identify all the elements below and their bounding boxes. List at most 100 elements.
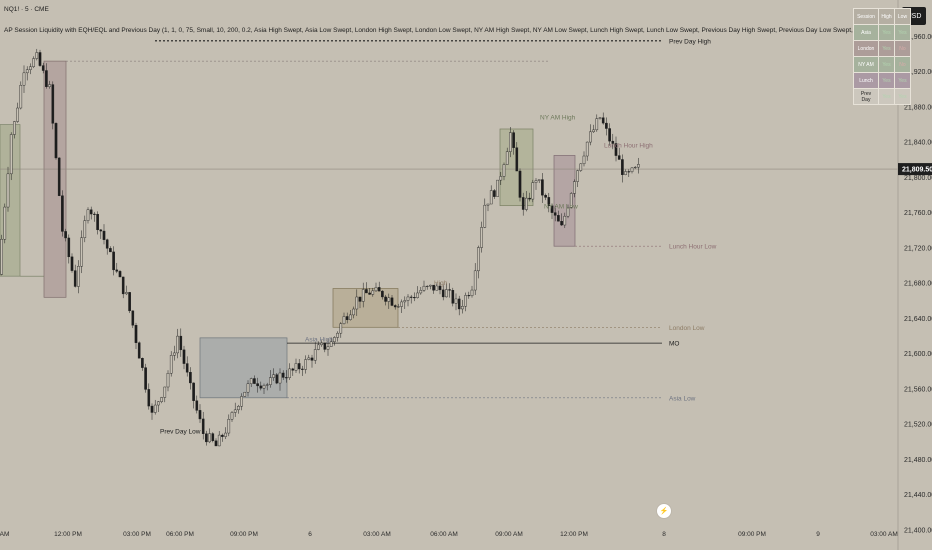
candle <box>263 385 265 388</box>
candle <box>375 287 377 290</box>
candle <box>637 164 639 167</box>
candle <box>599 118 601 119</box>
candle <box>138 343 140 358</box>
candle <box>29 67 31 70</box>
level-lines: Prev Day HighLunch Hour LowLondon LowMOA… <box>0 38 898 402</box>
session-high-status: Yes <box>879 57 895 73</box>
candle <box>282 373 284 377</box>
candle <box>455 299 457 303</box>
candle <box>484 205 486 227</box>
candle <box>301 369 303 370</box>
candle <box>314 349 316 360</box>
candle <box>420 290 422 293</box>
symbol-title[interactable]: NQ1! · 5 · CME <box>4 6 49 13</box>
candle <box>413 297 415 298</box>
session-low-status: Yes <box>895 73 911 89</box>
candle <box>237 406 239 410</box>
session-high-status: Yes <box>879 73 895 89</box>
x-tick-label: 6 <box>308 531 312 538</box>
y-tick-label: 21,640.00 <box>904 316 932 323</box>
candle <box>340 324 342 333</box>
x-tick-label: 0 AM <box>0 531 9 538</box>
candle <box>317 345 319 350</box>
candle <box>71 257 73 271</box>
candle <box>529 198 531 199</box>
candle <box>541 180 543 196</box>
candle <box>113 252 115 270</box>
indicator-title[interactable]: AP Session Liquidity with EQH/EQL and Pr… <box>4 27 895 34</box>
candle <box>215 441 217 446</box>
candle <box>401 302 403 307</box>
candle <box>119 271 121 277</box>
candle <box>250 379 252 384</box>
candle <box>362 289 364 301</box>
candle <box>593 130 595 132</box>
candle <box>609 129 611 142</box>
candles <box>1 49 640 446</box>
session-row: Asia Yes Yes <box>854 25 911 41</box>
candle <box>199 410 201 419</box>
chart-label: High <box>434 280 448 287</box>
x-tick-label: 09:00 PM <box>230 531 258 538</box>
candle <box>90 210 92 214</box>
y-tick-label: 21,720.00 <box>904 245 932 252</box>
candle <box>269 378 271 385</box>
candle <box>493 191 495 197</box>
candle <box>33 59 35 67</box>
candle <box>346 316 348 319</box>
current-price-label: 21,809.50 <box>902 167 932 174</box>
candle <box>417 293 419 298</box>
candle <box>221 435 223 437</box>
session-name: Prev Day <box>854 89 879 105</box>
candle <box>109 248 111 252</box>
candle <box>333 337 335 341</box>
candle <box>81 238 83 266</box>
candle <box>538 180 540 181</box>
candle <box>177 336 179 353</box>
x-axis[interactable]: 0 AM 12:00 PM 03:00 PM 06:00 PM 09:00 PM 6 03:… <box>0 531 898 538</box>
candle <box>545 195 547 197</box>
candle <box>58 158 60 196</box>
session-low-status: Yes <box>895 89 911 105</box>
candle <box>564 216 566 225</box>
candle <box>589 132 591 142</box>
candle <box>186 364 188 373</box>
candle <box>404 300 406 301</box>
candle <box>285 377 287 378</box>
candle <box>61 196 63 232</box>
candle <box>583 156 585 164</box>
chart-label: NY AM Low <box>544 204 578 211</box>
candle <box>55 123 57 158</box>
candle <box>577 171 579 182</box>
x-tick-label: 9 <box>816 531 820 538</box>
level-label: Asia Low <box>669 395 696 402</box>
candle <box>449 290 451 291</box>
candle <box>388 298 390 302</box>
candle <box>295 363 297 370</box>
candle <box>279 373 281 383</box>
y-tick-label: 21,520.00 <box>904 422 932 429</box>
y-tick-label: 21,680.00 <box>904 281 932 288</box>
lightning-icon[interactable]: ⚡ <box>656 503 672 519</box>
chart-label: Prev Day Low <box>160 428 201 435</box>
session-box <box>44 61 66 297</box>
candle <box>20 85 22 108</box>
candle <box>164 387 166 397</box>
session-name: NY AM <box>854 57 879 73</box>
candle <box>477 248 479 271</box>
level-label: London Low <box>669 325 705 332</box>
candle <box>100 230 102 231</box>
candle <box>93 214 95 215</box>
candle <box>429 285 431 286</box>
session-low-status: No <box>895 41 911 57</box>
candle <box>391 298 393 306</box>
candle <box>509 133 511 152</box>
candle <box>631 168 633 172</box>
candle <box>580 164 582 171</box>
candle <box>23 73 25 85</box>
candle <box>557 215 559 221</box>
candle <box>481 227 483 247</box>
x-tick-label: 09:00 PM <box>738 531 766 538</box>
candle <box>77 266 79 286</box>
